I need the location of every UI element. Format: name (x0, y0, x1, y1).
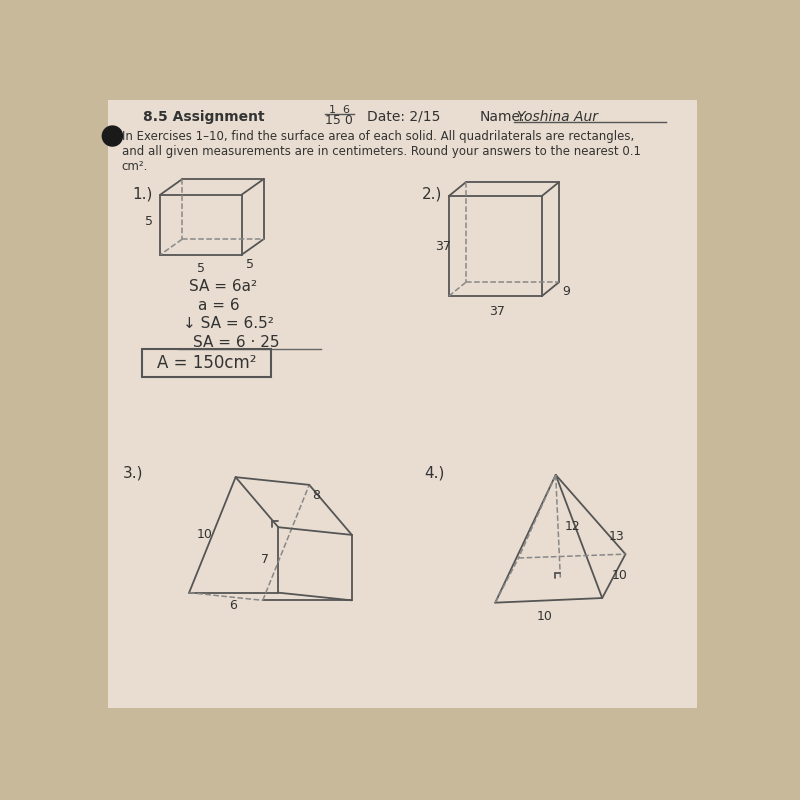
Text: 2.): 2.) (422, 187, 442, 202)
Text: 1.): 1.) (133, 187, 153, 202)
Circle shape (102, 126, 122, 146)
Text: 6: 6 (230, 599, 238, 612)
Text: 37: 37 (489, 306, 505, 318)
FancyBboxPatch shape (108, 100, 697, 708)
Text: In Exercises 1–10, find the surface area of each solid. All quadrilaterals are r: In Exercises 1–10, find the surface area… (122, 130, 641, 173)
Text: Yoshina Aur: Yoshina Aur (517, 110, 598, 124)
Text: 8.5 Assignment: 8.5 Assignment (142, 110, 264, 124)
Text: 5: 5 (246, 258, 254, 271)
Text: 10: 10 (197, 529, 213, 542)
Text: Name:: Name: (480, 110, 526, 124)
Text: a = 6: a = 6 (198, 298, 240, 313)
Text: 7: 7 (262, 553, 270, 566)
Text: 5: 5 (198, 262, 206, 275)
Text: ↓ SA = 6.5²: ↓ SA = 6.5² (183, 316, 274, 331)
Text: 9: 9 (562, 286, 570, 298)
Text: 8: 8 (312, 489, 320, 502)
Text: 37: 37 (435, 240, 450, 253)
Text: 10: 10 (611, 570, 627, 582)
Text: 1  6: 1 6 (329, 106, 350, 115)
Text: Date: 2/15: Date: 2/15 (367, 110, 441, 124)
Text: 5: 5 (145, 215, 153, 228)
Text: 13: 13 (609, 530, 624, 543)
Text: 12: 12 (564, 520, 580, 533)
Text: 15 0: 15 0 (325, 114, 353, 127)
Text: 10: 10 (537, 610, 553, 623)
Text: 4.): 4.) (424, 466, 444, 481)
Text: SA = 6 · 25: SA = 6 · 25 (193, 334, 279, 350)
Text: 3.): 3.) (123, 466, 144, 481)
Text: A = 150cm²: A = 150cm² (157, 354, 256, 372)
Text: SA = 6a²: SA = 6a² (189, 279, 258, 294)
